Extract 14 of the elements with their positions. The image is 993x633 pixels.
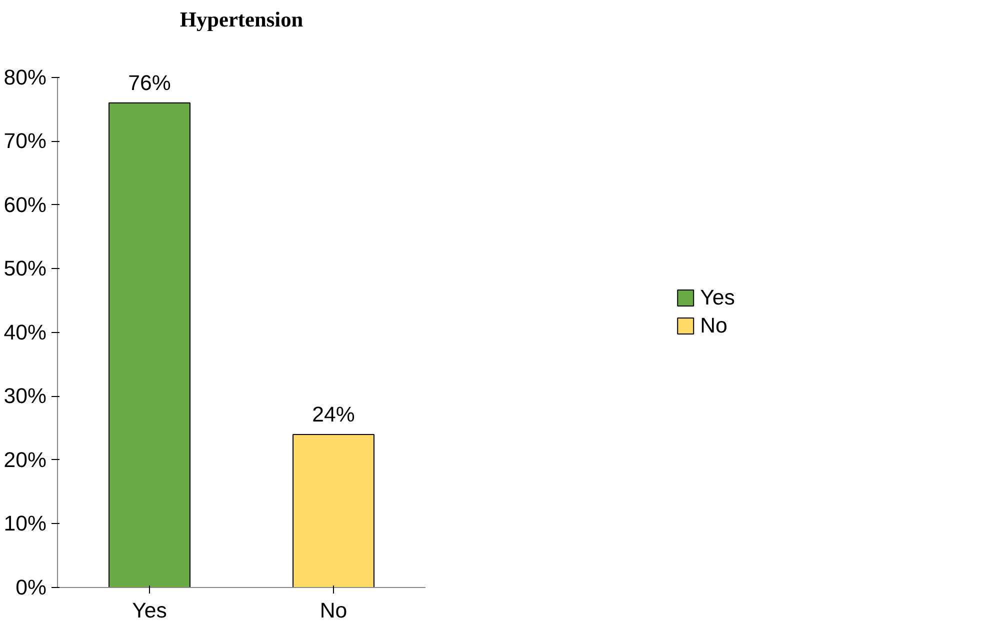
y-tick-label: 20% (4, 448, 47, 472)
y-tick-label: 0% (16, 576, 47, 600)
y-tick-label: 50% (4, 256, 47, 281)
y-tick-label: 70% (4, 129, 47, 154)
y-tick-label: 80% (4, 65, 47, 90)
legend-label: Yes (700, 285, 735, 310)
chart-title: Hypertension (180, 8, 304, 32)
y-tick-label: 60% (4, 192, 47, 217)
data-label: 76% (128, 70, 171, 95)
y-tick-label: 40% (4, 320, 47, 344)
legend-label: No (700, 313, 728, 338)
y-tick-label: 30% (4, 384, 47, 408)
data-label: 24% (312, 402, 355, 426)
y-tick-label: 10% (4, 512, 47, 536)
